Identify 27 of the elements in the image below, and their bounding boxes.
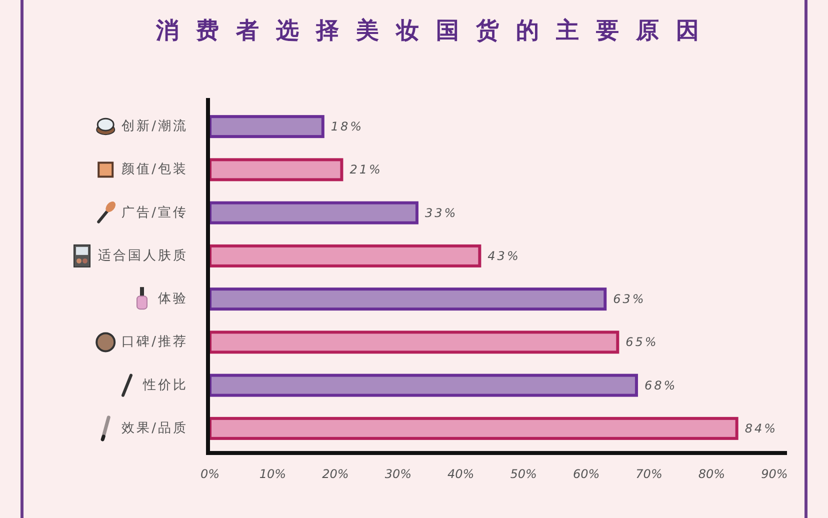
x-tick-label: 40% (448, 467, 474, 481)
category-label: 体验 (158, 292, 188, 307)
data-label: 33% (424, 206, 458, 220)
x-tick-label: 20% (322, 467, 349, 481)
x-tick-label: 50% (510, 467, 537, 481)
data-label: 43% (488, 248, 520, 263)
category-label: 口碑/推荐 (122, 334, 188, 350)
x-tick-label: 60% (572, 467, 600, 481)
x-tick-label: 90% (761, 467, 788, 481)
category-label: 效果/品质 (122, 420, 188, 436)
x-tick-label: 30% (384, 467, 412, 481)
data-label: 65% (626, 335, 658, 350)
x-tick-label: 0% (200, 467, 220, 481)
category-label: 广告/宣传 (122, 205, 188, 220)
x-tick-label: 80% (698, 467, 726, 481)
category-label: 颜值/包装 (122, 162, 188, 178)
category-label: 创新/潮流 (122, 119, 188, 134)
data-label: 21% (350, 162, 382, 177)
data-label: 63% (613, 292, 646, 306)
category-label: 适合国人肤质 (98, 248, 188, 264)
x-tick-label: 70% (636, 467, 662, 481)
data-label: 18% (330, 120, 364, 134)
data-label: 68% (644, 378, 678, 392)
category-label: 性价比 (143, 378, 188, 393)
data-label: 84% (744, 421, 778, 436)
x-tick-label: 10% (259, 467, 286, 481)
title: 消费者选择美妆国货的主要原因 (156, 18, 716, 44)
